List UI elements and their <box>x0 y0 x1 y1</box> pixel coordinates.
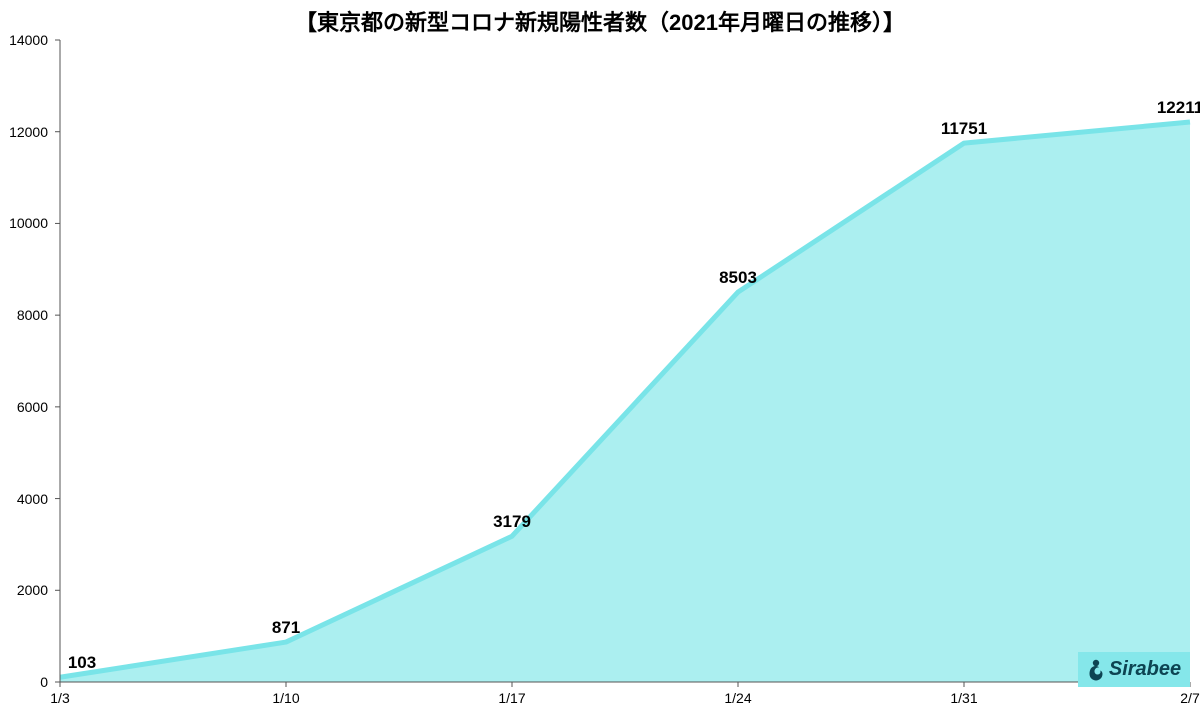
data-label: 8503 <box>719 268 757 288</box>
data-label: 12211 <box>1157 98 1200 118</box>
x-tick-label: 1/3 <box>50 690 69 706</box>
sirabee-logo-text: Sirabee <box>1109 658 1181 681</box>
sirabee-logo: Sirabee <box>1078 652 1190 687</box>
plot-area <box>60 40 1190 682</box>
y-tick-label: 2000 <box>17 582 48 598</box>
y-tick-label: 0 <box>40 674 48 690</box>
y-tick-label: 6000 <box>17 399 48 415</box>
y-tick-label: 14000 <box>9 32 48 48</box>
x-tick-label: 1/17 <box>498 690 525 706</box>
chart-title: 【東京都の新型コロナ新規陽性者数（2021年月曜日の推移）】 <box>0 5 1200 37</box>
data-label: 3179 <box>493 512 531 532</box>
y-tick-label: 8000 <box>17 307 48 323</box>
data-label: 103 <box>68 653 96 673</box>
data-label: 11751 <box>941 119 987 139</box>
data-label: 871 <box>272 618 300 638</box>
area-chart-svg <box>60 40 1190 682</box>
x-tick-label: 1/31 <box>950 690 977 706</box>
sirabee-logo-icon <box>1087 659 1105 681</box>
y-tick-label: 4000 <box>17 491 48 507</box>
chart-container: 【東京都の新型コロナ新規陽性者数（2021年月曜日の推移）】 Sirabee 0… <box>0 0 1200 726</box>
x-tick-label: 1/10 <box>272 690 299 706</box>
y-tick-label: 10000 <box>9 215 48 231</box>
area-fill <box>60 122 1190 682</box>
x-tick-label: 1/24 <box>724 690 751 706</box>
x-tick-label: 2/7 <box>1180 690 1199 706</box>
y-tick-label: 12000 <box>9 124 48 140</box>
